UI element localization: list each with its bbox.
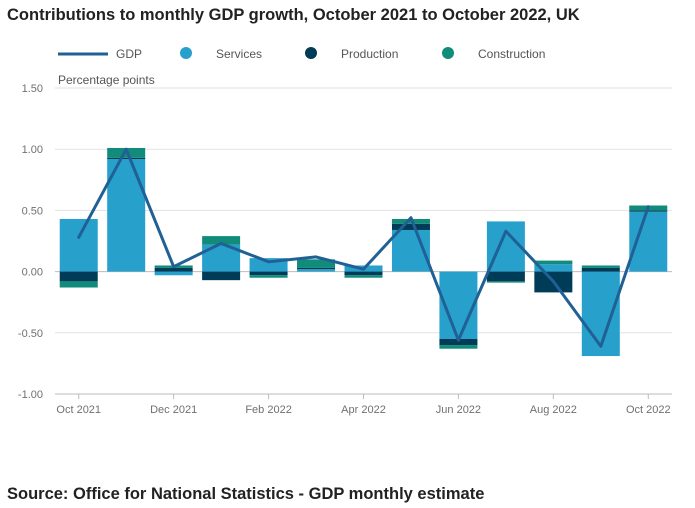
y-tick-label: 0.50 <box>22 205 43 217</box>
legend: GDP Services Production Construction <box>58 47 545 61</box>
bar-construction-sep-2022 <box>581 265 620 268</box>
bar-production-oct-2021 <box>59 271 98 282</box>
x-tick-label: Jun 2022 <box>436 404 481 416</box>
x-tick-label: Oct 2022 <box>626 404 671 416</box>
y-axis-unit-label: Percentage points <box>58 73 155 87</box>
bar-services-aug-2022 <box>534 264 573 272</box>
chart-title: Contributions to monthly GDP growth, Oct… <box>7 6 580 24</box>
bar-production-apr-2022 <box>344 271 383 276</box>
bar-construction-jun-2022 <box>439 345 478 349</box>
x-tick-label: Feb 2022 <box>245 404 291 416</box>
legend-swatch-construction <box>442 47 454 59</box>
y-tick-label: -1.00 <box>18 389 43 401</box>
bar-production-may-2022 <box>391 223 430 230</box>
gdp-line-group <box>77 147 650 348</box>
x-tick-label: Apr 2022 <box>341 404 386 416</box>
legend-swatch-services <box>180 47 192 59</box>
gdp-contributions-chart: GDP Services Production Construction Percen… <box>18 47 672 416</box>
bar-construction-aug-2022 <box>534 260 573 265</box>
gdp-line <box>77 147 650 348</box>
bar-construction-apr-2022 <box>344 275 383 278</box>
y-tick-label: -0.50 <box>18 328 43 340</box>
x-tick-label: Oct 2021 <box>56 404 101 416</box>
bar-production-jun-2022 <box>439 338 478 346</box>
legend-label-construction: Construction <box>478 47 545 61</box>
bar-services-oct-2021 <box>59 218 98 272</box>
bar-production-nov-2021 <box>107 157 146 159</box>
bars <box>59 147 668 357</box>
legend-label-services: Services <box>216 47 262 61</box>
legend-label-gdp: GDP <box>116 47 142 61</box>
bar-production-jul-2022 <box>486 271 525 282</box>
bar-construction-mar-2022 <box>297 259 336 268</box>
bar-services-mar-2022 <box>297 269 336 272</box>
legend-label-production: Production <box>341 47 398 61</box>
bar-construction-oct-2021 <box>59 281 98 288</box>
y-tick-label: 1.00 <box>22 144 43 156</box>
source-note: Source: Office for National Statistics -… <box>7 485 485 503</box>
legend-swatch-production <box>305 47 317 59</box>
x-tick-label: Aug 2022 <box>530 404 577 416</box>
axes: Oct 2021 Dec 2021 Feb 2022 Apr 2022 Jun 2022… <box>55 393 672 416</box>
bar-services-dec-2021 <box>154 271 193 276</box>
y-tick-label: 0.00 <box>22 267 43 279</box>
bar-production-sep-2022 <box>581 267 620 272</box>
bar-production-dec-2021 <box>154 267 193 272</box>
bar-construction-feb-2022 <box>249 275 288 278</box>
bar-production-feb-2022 <box>249 271 288 276</box>
bar-construction-jul-2022 <box>486 281 525 283</box>
x-tick-label: Dec 2021 <box>150 404 197 416</box>
bar-production-mar-2022 <box>297 267 336 270</box>
y-tick-label: 1.50 <box>22 83 43 95</box>
bar-production-jan-2022 <box>202 271 241 281</box>
bar-construction-jan-2022 <box>202 236 241 245</box>
